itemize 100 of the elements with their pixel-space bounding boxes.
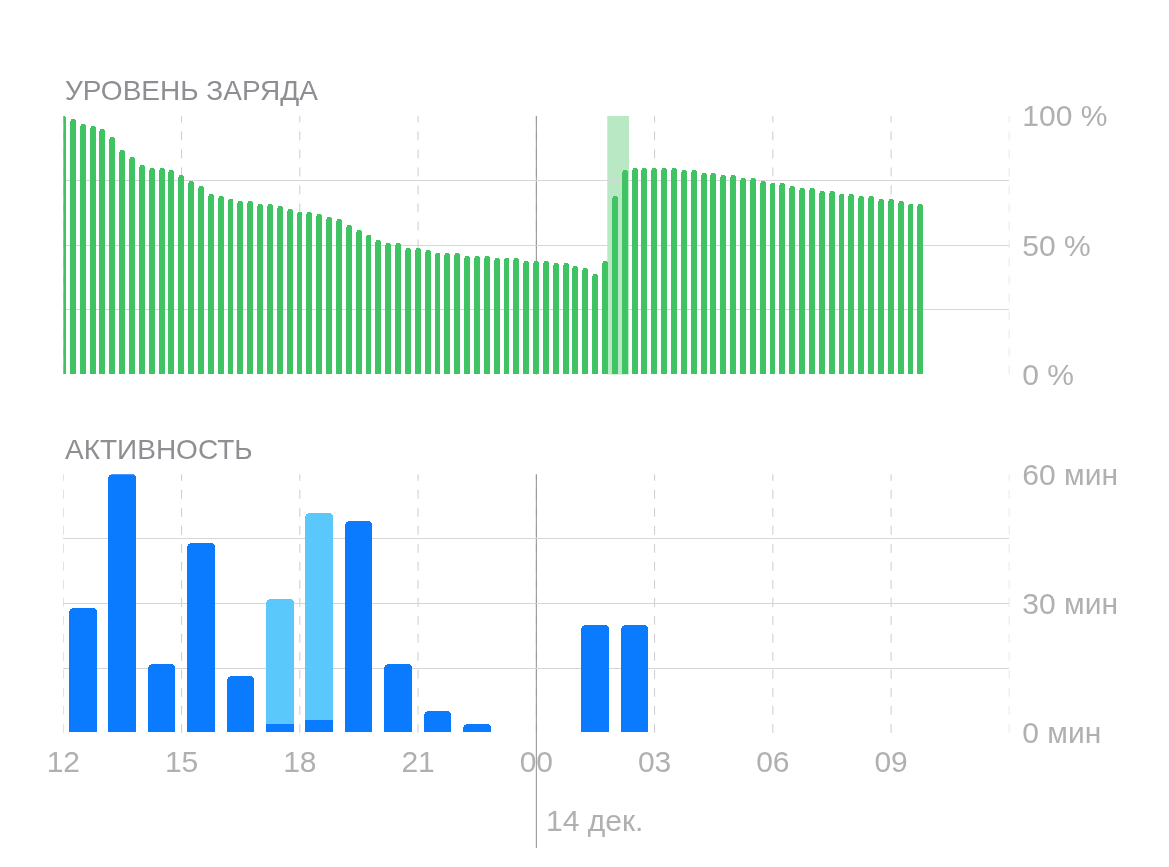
bar [198,185,205,374]
bar [464,255,471,374]
bar [563,262,570,374]
bar [306,211,313,374]
x-tick-label: 15 [164,744,199,778]
bar [218,195,225,374]
bar [277,205,284,374]
bar [504,257,510,374]
bar [257,203,264,374]
bar [405,247,412,374]
bar [523,260,530,374]
bar [888,198,895,374]
bar [750,177,757,374]
bar [484,255,491,374]
x-tick-label: 09 [874,744,908,778]
bar [474,255,481,374]
bar [839,193,845,374]
y-tick-label: 60 мин [1022,457,1119,491]
y-tick-label: 100 % [1022,99,1108,133]
bar [346,224,353,374]
bar [819,190,826,374]
bar [868,195,875,374]
bar [178,174,185,374]
bar [425,249,432,374]
bar [305,513,334,721]
bar [99,128,106,374]
bar [581,625,610,733]
bar [159,167,166,374]
bar [129,156,136,374]
bar [799,187,806,374]
bar [572,265,579,374]
bar [148,664,176,733]
bar [267,203,274,374]
y-tick-label: 30 мин [1022,587,1119,621]
bar [621,625,649,733]
chart-title: АКТИВНОСТЬ [65,434,253,465]
bar [149,167,156,374]
bar [415,247,422,374]
bar [237,200,244,374]
bar [651,167,658,374]
bar [553,262,560,374]
bar [168,169,175,374]
bar [740,177,747,374]
bar [592,273,599,374]
bar [898,200,905,374]
bar [109,136,116,374]
bar [356,229,363,374]
bar [305,720,334,733]
bar [463,724,492,733]
bar [266,599,295,725]
y-tick-label: 0 мин [1022,716,1102,750]
bar [543,260,550,374]
bar [779,182,786,374]
bar [760,180,767,374]
x-tick-label: 18 [283,744,317,778]
bar [108,474,137,733]
bar [247,200,254,374]
bar [435,252,441,374]
bar [227,676,255,733]
bar [395,242,402,374]
bar [641,167,648,374]
x-tick-label: 06 [756,744,790,778]
bar [602,260,609,374]
bar [375,239,382,374]
text: 14 дек. [546,804,644,837]
bar [316,213,323,374]
bar [710,172,717,374]
bar [336,218,343,374]
bar [80,123,87,374]
bar [691,169,698,374]
bar [908,203,914,374]
bar [730,174,737,374]
bar [187,543,216,733]
bar [385,242,392,374]
bar [701,172,708,374]
bar [582,267,589,374]
bar [671,167,678,374]
x-tick-label: 12 [46,744,80,778]
bar [829,190,836,374]
bar [444,252,451,374]
bar [878,198,885,374]
y-tick-label: 50 % [1022,228,1091,262]
chart-title: УРОВЕНЬ ЗАРЯДА [65,75,319,106]
y-tick-label: 0 % [1022,357,1075,391]
bar [681,169,688,374]
bar [720,174,727,374]
bar [533,260,540,374]
bar [789,185,796,374]
bar [70,118,77,374]
bar [809,187,816,374]
bar [454,252,461,374]
bar [287,208,294,374]
bar [208,193,215,374]
bar [384,664,413,733]
bar [119,149,126,374]
bar [632,167,639,374]
bar [858,195,865,374]
bar [345,521,373,733]
bar [366,234,372,374]
bar [228,198,234,374]
